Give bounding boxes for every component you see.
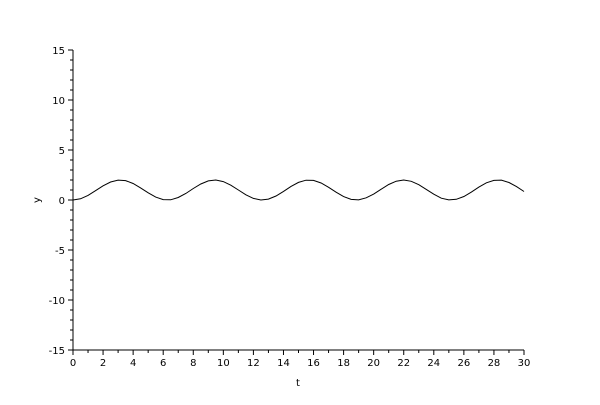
x-tick-label: 20 [367,358,380,369]
x-tick-label: 12 [247,358,260,369]
x-tick-label: 10 [217,358,230,369]
x-tick-label: 8 [190,358,196,369]
y-tick-label: 15 [52,46,65,57]
x-tick-label: 6 [160,358,166,369]
x-tick-label: 28 [488,358,501,369]
x-tick-label: 14 [277,358,290,369]
y-tick-label: 10 [52,96,65,107]
x-tick-label: 0 [70,358,76,369]
x-tick-label: 16 [307,358,320,369]
y-tick-label: 5 [59,146,65,157]
x-tick-label: 22 [397,358,410,369]
y-tick-label: 0 [59,196,65,207]
x-axis-label: t [296,378,300,389]
y-tick-label: -15 [49,346,65,357]
y-tick-label: -10 [49,296,65,307]
x-tick-label: 2 [100,358,106,369]
y-axis-label: y [32,197,43,203]
x-tick-label: 26 [457,358,470,369]
series-line [72,179,525,201]
x-tick-label: 24 [427,358,440,369]
x-tick-label: 18 [337,358,350,369]
x-tick-label: 30 [518,358,531,369]
x-tick-label: 4 [130,358,136,369]
y-tick-label: -5 [55,246,65,257]
